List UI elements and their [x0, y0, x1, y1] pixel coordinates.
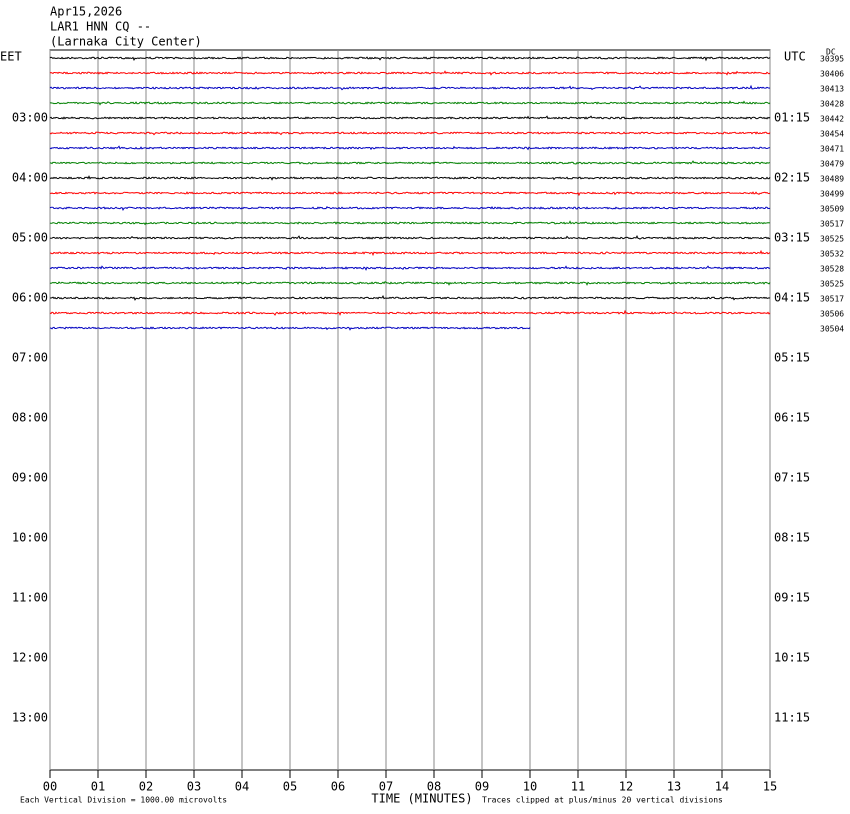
trace	[49, 234, 771, 240]
dc-value: 30532	[820, 250, 844, 259]
right-time-label: 05:15	[774, 351, 810, 365]
trace	[49, 326, 531, 331]
left-time-label: 08:00	[12, 411, 48, 425]
note-left: Each Vertical Division = 1000.00 microvo…	[20, 796, 227, 805]
note-right: Traces clipped at plus/minus 20 vertical…	[482, 796, 723, 805]
right-time-label: 11:15	[774, 711, 810, 725]
trace	[49, 160, 770, 165]
trace	[49, 100, 771, 106]
dc-value: 30395	[820, 55, 844, 64]
x-tick-label: 11	[571, 780, 585, 794]
plot-frame	[49, 49, 771, 771]
dc-value: 30525	[820, 280, 844, 289]
dc-value: 30442	[820, 115, 844, 124]
left-time-label: 11:00	[12, 591, 48, 605]
x-tick-label: 04	[235, 780, 249, 794]
dc-value: 30471	[820, 145, 844, 154]
dc-value: 30413	[820, 85, 844, 94]
dc-value: 30406	[820, 70, 844, 79]
dc-value: 30517	[820, 295, 844, 304]
left-time-label: 06:00	[12, 291, 48, 305]
right-time-label: 10:15	[774, 651, 810, 665]
trace	[49, 309, 771, 316]
left-time-label: 09:00	[12, 471, 48, 485]
x-tick-label: 15	[763, 780, 777, 794]
trace	[49, 145, 771, 151]
right-time-label: 03:15	[774, 231, 810, 245]
right-time-label: 06:15	[774, 411, 810, 425]
dc-value: 30517	[820, 220, 844, 229]
trace	[50, 294, 771, 301]
trace	[49, 281, 771, 286]
right-time-label: 02:15	[774, 171, 810, 185]
dc-value: 30506	[820, 310, 844, 319]
trace	[49, 131, 771, 136]
right-time-label: 07:15	[774, 471, 810, 485]
x-tick-label: 13	[667, 780, 681, 794]
right-time-label: 01:15	[774, 111, 810, 125]
header-station: LAR1 HNN CQ --	[50, 20, 151, 34]
trace	[49, 84, 771, 91]
trace	[49, 220, 771, 226]
dc-value: 30499	[820, 190, 844, 199]
left-time-label: 12:00	[12, 651, 48, 665]
dc-value: 30504	[820, 325, 844, 334]
dc-value: 30489	[820, 175, 844, 184]
dc-value: 30454	[820, 130, 844, 139]
left-time-label: 07:00	[12, 351, 48, 365]
dc-value: 30525	[820, 235, 844, 244]
x-tick-label: 12	[619, 780, 633, 794]
x-tick-label: 01	[91, 780, 105, 794]
trace	[49, 115, 771, 120]
dc-value: 30528	[820, 265, 844, 274]
left-time-label: 04:00	[12, 171, 48, 185]
trace	[49, 249, 771, 257]
dc-value: 30428	[820, 100, 844, 109]
trace	[49, 206, 771, 211]
x-tick-label: 00	[43, 780, 57, 794]
trace	[49, 175, 771, 181]
x-tick-label: 14	[715, 780, 729, 794]
x-axis-title: TIME (MINUTES)	[371, 792, 472, 806]
right-time-label: 09:15	[774, 591, 810, 605]
x-tick-label: 02	[139, 780, 153, 794]
header-location: (Larnaka City Center)	[50, 35, 202, 49]
left-zone: EET	[0, 50, 22, 64]
dc-value: 30509	[820, 205, 844, 214]
right-time-label: 04:15	[774, 291, 810, 305]
trace	[49, 265, 771, 271]
dc-value: 30479	[820, 160, 844, 169]
right-zone: UTC	[784, 50, 806, 64]
right-time-label: 08:15	[774, 531, 810, 545]
trace	[49, 70, 771, 76]
left-time-label: 13:00	[12, 711, 48, 725]
x-tick-label: 07	[379, 780, 393, 794]
x-tick-label: 06	[331, 780, 345, 794]
left-time-label: 05:00	[12, 231, 48, 245]
x-tick-label: 09	[475, 780, 489, 794]
header-date: Apr15,2026	[50, 5, 122, 19]
x-tick-label: 08	[427, 780, 441, 794]
x-tick-label: 05	[283, 780, 297, 794]
left-time-label: 10:00	[12, 531, 48, 545]
x-tick-label: 10	[523, 780, 537, 794]
trace	[49, 191, 771, 197]
x-tick-label: 03	[187, 780, 201, 794]
dc-label: DC	[826, 48, 836, 57]
left-time-label: 03:00	[12, 111, 48, 125]
trace	[49, 56, 771, 62]
